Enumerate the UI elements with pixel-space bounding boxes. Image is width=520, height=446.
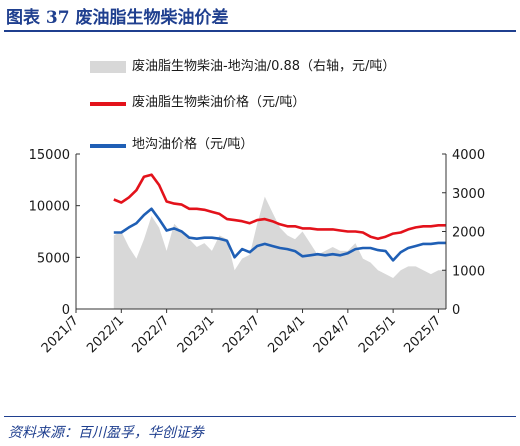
y-left-tick-label: 15000 (29, 148, 70, 163)
x-tick-label: 2024/1 (265, 313, 308, 356)
x-tick-label: 2024/7 (311, 313, 354, 356)
y-right-tick-label: 3000 (452, 187, 485, 202)
legend-swatch-biodiesel (90, 102, 126, 106)
legend-label-waste-oil: 地沟油价格（元/吨） (132, 137, 254, 152)
chart-header: 图表 37 废油脂生物柴油价差 (0, 0, 520, 32)
legend-label-spread: 废油脂生物柴油-地沟油/0.88（右轴，元/吨） (132, 59, 396, 74)
y-right-tick-label: 1000 (452, 264, 485, 279)
footer-rule (4, 416, 516, 417)
y-right-tick-label: 2000 (452, 226, 485, 241)
x-tick-label: 2023/7 (220, 313, 263, 356)
x-tick-label: 2022/1 (84, 313, 127, 356)
y-right-tick-label: 4000 (452, 148, 485, 163)
legend-swatch-waste-oil (90, 144, 126, 148)
series-biodiesel-line (113, 173, 446, 240)
y-right-tick-label: 0 (452, 303, 460, 318)
x-tick-label: 2025/1 (356, 313, 399, 356)
x-tick-label: 2023/1 (175, 313, 218, 356)
series-spread-area (113, 196, 447, 309)
x-tick-label: 2022/7 (129, 313, 172, 356)
y-left-tick-label: 10000 (29, 200, 70, 215)
chart-title: 图表 37 废油脂生物柴油价差 (6, 8, 229, 28)
y-left-tick-label: 0 (62, 303, 70, 318)
legend-label-biodiesel: 废油脂生物柴油价格（元/吨） (132, 95, 306, 110)
header-rule (4, 30, 516, 32)
series-waste-oil-line (113, 207, 446, 262)
y-left-tick-label: 5000 (37, 251, 70, 266)
x-tick-label: 2021/7 (39, 313, 82, 356)
x-tick-label: 2025/7 (401, 313, 444, 356)
legend-swatch-spread (90, 61, 126, 73)
source-note: 资料来源：百川盈孚，华创证券 (8, 425, 204, 441)
